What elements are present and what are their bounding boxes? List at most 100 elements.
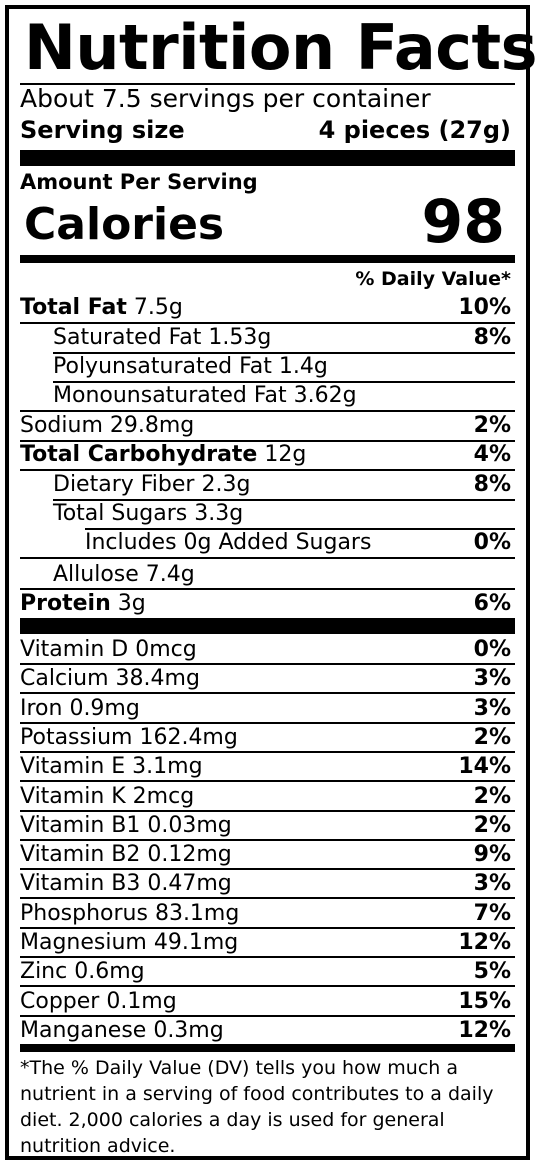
nutrient-daily-value: 8% [473,472,511,497]
nutrient-name: Includes 0g Added Sugars [85,530,372,555]
label-title: Nutrition Facts [24,11,537,84]
nutrient-row: Saturated Fat 1.53g 8% [20,325,515,351]
nutrient-row: Allulose 7.4g [20,562,515,588]
row-divider [20,588,515,590]
row-divider [20,663,515,665]
nutrient-daily-value: 8% [473,325,511,350]
nutrient-bold-label: Total Fat [20,295,127,320]
nutrient-row: Monounsaturated Fat 3.62g [20,383,515,409]
vitamin-name: Copper 0.1mg [20,989,177,1014]
row-divider [20,322,515,324]
row-divider [53,499,515,501]
vitamin-name: Zinc 0.6mg [20,959,145,984]
footnote-divider [20,1044,515,1052]
row-divider [20,751,515,753]
vitamin-row: Vitamin K 2mcg 2% [20,784,515,810]
vitamin-name: Magnesium 49.1mg [20,930,239,955]
nutrient-name: Protein 3g [20,591,146,616]
row-divider [20,839,515,841]
vitamin-name: Vitamin B2 0.12mg [20,842,232,867]
calories-label: Calories [24,199,225,250]
row-divider [20,410,515,412]
title-divider [20,83,515,85]
servings-per-container: About 7.5 servings per container [20,84,431,113]
nutrient-daily-value: 10% [458,295,511,320]
vitamin-daily-value: 14% [458,754,511,779]
vitamin-row: Vitamin B1 0.03mg 2% [20,813,515,839]
nutrient-name: Saturated Fat 1.53g [53,325,272,350]
row-divider [20,956,515,958]
nutrient-daily-value: 2% [473,413,511,438]
vitamin-name: Iron 0.9mg [20,696,140,721]
amount-per-serving: Amount Per Serving [20,170,258,194]
nutrient-amount: 3g [110,591,146,616]
row-divider [20,985,515,987]
nutrient-name: Allulose 7.4g [53,562,195,587]
vitamin-daily-value: 7% [473,901,511,926]
row-divider [20,692,515,694]
vitamin-daily-value: 15% [458,989,511,1014]
calories-divider [20,255,515,263]
vitamin-name: Vitamin B1 0.03mg [20,813,232,838]
row-divider [20,810,515,812]
nutrient-row: Total Sugars 3.3g [20,501,515,527]
serving-size-row: Serving size 4 pieces (27g) [20,115,515,145]
calories-value: 98 [421,187,506,257]
vitamin-row: Vitamin E 3.1mg 14% [20,754,515,780]
vitamin-name: Vitamin E 3.1mg [20,754,203,779]
nutrient-row: Polyunsaturated Fat 1.4g [20,354,515,380]
vitamin-row: Vitamin D 0mcg 0% [20,637,515,663]
row-divider [53,381,515,383]
vitamin-name: Manganese 0.3mg [20,1018,224,1043]
vitamin-daily-value: 2% [473,813,511,838]
nutrient-daily-value: 4% [473,442,511,467]
row-divider [20,557,515,559]
footnote: *The % Daily Value (DV) tells you how mu… [20,1057,494,1157]
vitamin-name: Calcium 38.4mg [20,666,200,691]
vitamin-daily-value: 12% [458,930,511,955]
vitamin-row: Vitamin B2 0.12mg 9% [20,842,515,868]
daily-value-header: % Daily Value* [355,268,511,290]
thick-divider-vitamins [20,618,515,634]
nutrient-name: Sodium 29.8mg [20,413,195,438]
nutrient-name: Total Fat 7.5g [20,295,183,320]
vitamin-name: Vitamin B3 0.47mg [20,871,232,896]
vitamin-daily-value: 3% [473,696,511,721]
vitamin-row: Manganese 0.3mg 12% [20,1018,515,1044]
row-divider [20,469,515,471]
vitamin-row: Magnesium 49.1mg 12% [20,930,515,956]
vitamin-name: Vitamin D 0mcg [20,637,197,662]
vitamin-row: Copper 0.1mg 15% [20,989,515,1015]
row-divider [20,897,515,899]
nutrient-amount: 7.5g [126,295,183,320]
vitamin-name: Phosphorus 83.1mg [20,901,240,926]
nutrient-row: Includes 0g Added Sugars 0% [20,530,515,556]
vitamin-daily-value: 2% [473,725,511,750]
vitamin-row: Calcium 38.4mg 3% [20,666,515,692]
row-divider [53,352,515,354]
row-divider [85,528,515,530]
row-divider [20,722,515,724]
nutrition-facts-label: Nutrition Facts About 7.5 servings per c… [5,5,537,1160]
row-divider [20,1015,515,1017]
vitamin-row: Iron 0.9mg 3% [20,696,515,722]
vitamin-row: Vitamin B3 0.47mg 3% [20,871,515,897]
nutrient-row: Total Carbohydrate 12g 4% [20,442,515,468]
vitamin-daily-value: 2% [473,784,511,809]
row-divider [20,927,515,929]
vitamin-name: Vitamin K 2mcg [20,784,195,809]
vitamin-row: Phosphorus 83.1mg 7% [20,901,515,927]
vitamin-name: Potassium 162.4mg [20,725,238,750]
nutrient-row: Total Fat 7.5g 10% [20,295,515,321]
nutrient-row: Dietary Fiber 2.3g 8% [20,472,515,498]
vitamin-daily-value: 9% [473,842,511,867]
thick-divider-top [20,150,515,166]
nutrient-row: Protein 3g 6% [20,591,515,617]
nutrient-bold-label: Total Carbohydrate [20,442,258,467]
serving-size-label: Serving size [20,116,185,144]
nutrient-daily-value: 6% [473,591,511,616]
row-divider [20,780,515,782]
nutrient-bold-label: Protein [20,591,111,616]
nutrient-name: Dietary Fiber 2.3g [53,472,251,497]
nutrient-row: Sodium 29.8mg 2% [20,413,515,439]
